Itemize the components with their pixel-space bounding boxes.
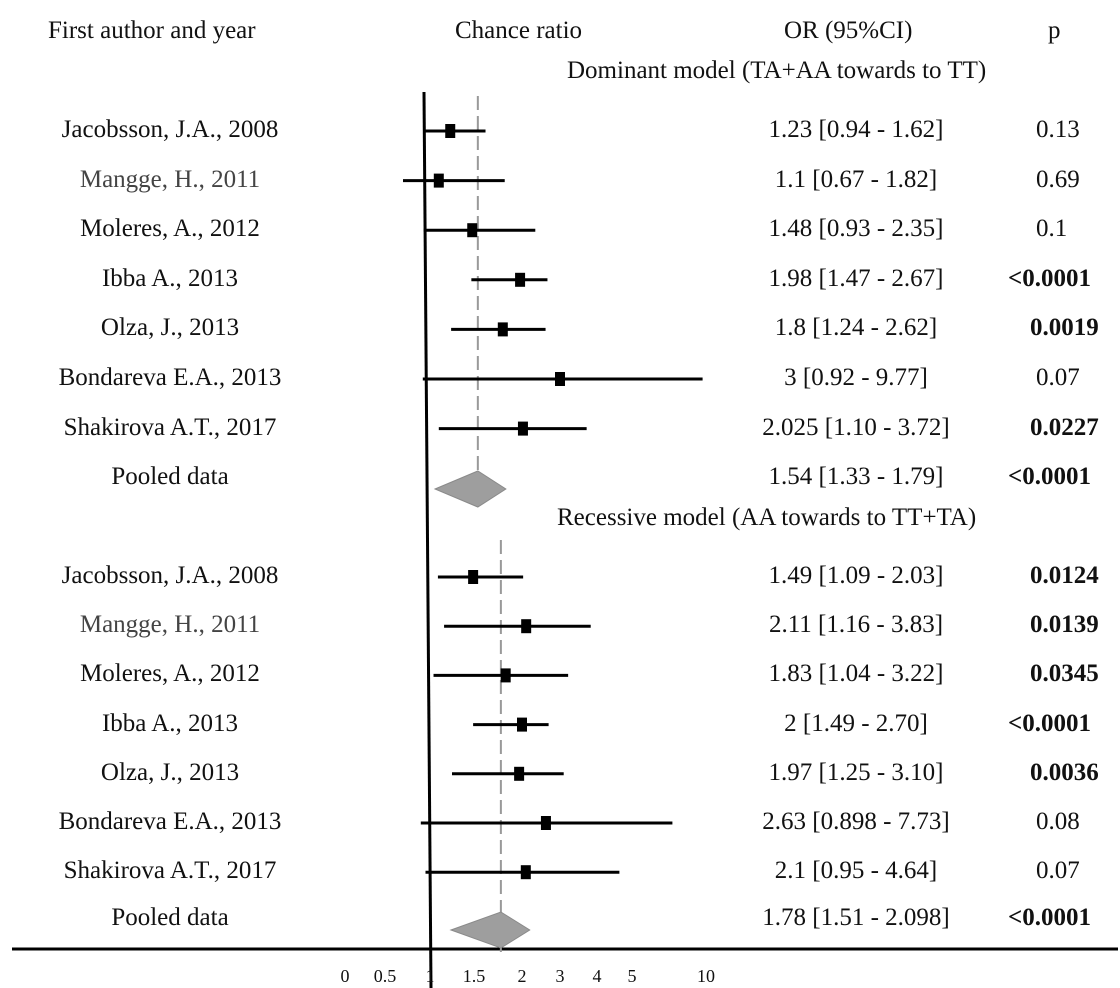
or-ci-value: 1.49 [1.09 - 2.03] (768, 562, 944, 589)
study-point (521, 619, 532, 634)
study-label: Jacobsson, J.A., 2008 (61, 562, 279, 589)
section-title: Dominant model (TA+AA towards to TT) (567, 57, 987, 84)
or-ci-value: 1.48 [0.93 - 2.35] (768, 215, 944, 243)
p-value: 0.0019 (1030, 314, 1099, 342)
study-point (520, 865, 531, 880)
study-point (515, 272, 526, 287)
or-ci-value: 1.98 [1.47 - 2.67] (768, 264, 944, 292)
study-point (433, 173, 444, 188)
study-point (517, 421, 528, 436)
section-title: Recessive model (AA towards to TT+TA) (557, 504, 977, 531)
or-ci-value: 2 [1.49 - 2.70] (784, 709, 928, 737)
pooled-diamond (433, 470, 507, 508)
header-p: p (1048, 17, 1061, 44)
p-value: 0.69 (1036, 165, 1080, 193)
study-label: Ibba A., 2013 (101, 264, 239, 292)
pooled-label: Pooled data (111, 904, 229, 931)
x-tick-label: 10 (697, 966, 715, 986)
p-value: 0.07 (1036, 364, 1080, 391)
study-point (514, 766, 525, 781)
reference-line-1 (422, 91, 433, 988)
study-point (497, 322, 508, 337)
or-ci-value: 1.1 [0.67 - 1.82] (774, 165, 938, 193)
or-ci-value: 2.025 [1.10 - 3.72] (762, 413, 950, 441)
p-value: 0.08 (1036, 808, 1080, 835)
study-point (467, 223, 478, 238)
p-value: 0.07 (1036, 857, 1080, 885)
x-tick-label: 3 (556, 966, 565, 986)
pooled-or-ci-value: 1.54 [1.33 - 1.79] (768, 463, 944, 490)
study-label: Shakirova A.T., 2017 (63, 857, 277, 885)
study-point (517, 717, 527, 732)
study-point (555, 372, 565, 386)
p-value: 0.0124 (1030, 562, 1099, 589)
pooled-diamond (449, 911, 531, 949)
study-label: Moleres, A., 2012 (80, 660, 260, 688)
x-tick-label: 0 (341, 966, 350, 986)
x-tick-label: 1.5 (463, 966, 486, 986)
x-tick-label: 0.5 (374, 966, 397, 986)
p-value: <0.0001 (1008, 264, 1091, 292)
study-label: Mangge, H., 2011 (79, 165, 261, 193)
or-ci-value: 3 [0.92 - 9.77] (784, 364, 928, 391)
or-ci-value: 1.8 [1.24 - 2.62] (774, 314, 938, 342)
or-ci-value: 1.83 [1.04 - 3.22] (768, 660, 944, 688)
or-ci-value: 1.97 [1.25 - 3.10] (768, 758, 944, 786)
header-study: First author and year (48, 17, 256, 44)
or-ci-value: 2.63 [0.898 - 7.73] (762, 808, 950, 835)
study-point (468, 570, 479, 584)
header-plot: Chance ratio (455, 17, 583, 44)
study-point (445, 124, 456, 138)
study-label: Ibba A., 2013 (101, 709, 239, 737)
study-label: Bondareva E.A., 2013 (58, 808, 282, 835)
or-ci-value: 2.11 [1.16 - 3.83] (768, 611, 944, 639)
x-tick-label: 5 (628, 966, 637, 986)
p-value: 0.0227 (1030, 413, 1099, 441)
p-value: 0.0345 (1030, 660, 1099, 688)
x-tick-label: 2 (518, 966, 527, 986)
or-ci-value: 1.23 [0.94 - 1.62] (768, 116, 944, 143)
study-label: Bondareva E.A., 2013 (58, 364, 282, 391)
pooled-p-value: <0.0001 (1008, 904, 1091, 931)
p-value: 0.1 (1036, 215, 1068, 243)
x-tick-label: 1 (426, 966, 435, 986)
study-point (540, 816, 551, 830)
study-label: Shakirova A.T., 2017 (63, 413, 277, 441)
header-or: OR (95%CI) (784, 17, 913, 44)
study-label: Olza, J., 2013 (100, 314, 240, 342)
study-label: Olza, J., 2013 (100, 758, 240, 786)
study-label: Mangge, H., 2011 (79, 611, 261, 639)
or-ci-value: 2.1 [0.95 - 4.64] (774, 857, 938, 885)
pooled-or-ci-value: 1.78 [1.51 - 2.098] (762, 904, 950, 931)
p-value: 0.0036 (1030, 758, 1099, 786)
p-value: 0.0139 (1030, 611, 1099, 639)
x-tick-label: 4 (593, 966, 602, 986)
study-label: Moleres, A., 2012 (80, 215, 260, 243)
study-point (500, 668, 511, 683)
pooled-p-value: <0.0001 (1008, 463, 1091, 490)
p-value: 0.13 (1036, 116, 1080, 143)
p-value: <0.0001 (1008, 709, 1091, 737)
pooled-label: Pooled data (111, 463, 229, 490)
study-label: Jacobsson, J.A., 2008 (61, 116, 279, 143)
